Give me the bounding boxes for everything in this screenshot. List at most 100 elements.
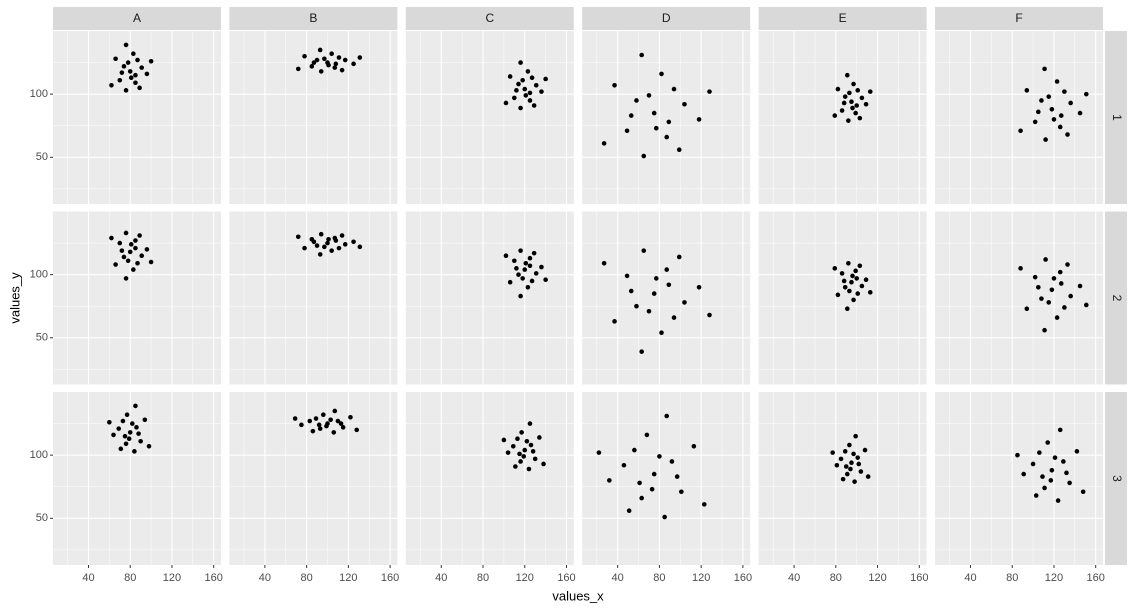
point (117, 77, 123, 83)
panel-background (405, 211, 574, 385)
point (674, 474, 680, 479)
point (842, 449, 848, 454)
point (118, 446, 124, 452)
point (326, 236, 331, 242)
point (832, 113, 838, 118)
point (128, 75, 134, 81)
point (135, 260, 140, 266)
point (612, 82, 617, 88)
point (123, 276, 129, 281)
point (503, 253, 509, 258)
point (844, 306, 850, 312)
point (855, 455, 861, 460)
point (835, 292, 841, 298)
point (531, 250, 537, 256)
point (669, 459, 675, 464)
panel-background (229, 211, 398, 385)
x-tick-label: 160 (1087, 572, 1105, 584)
point (1015, 452, 1020, 458)
x-tick-label: 120 (339, 572, 357, 584)
point (317, 426, 323, 431)
point (518, 60, 523, 65)
point (336, 245, 342, 251)
x-tick-label: 80 (1006, 572, 1018, 584)
point (318, 231, 324, 237)
point (126, 436, 132, 442)
point (302, 53, 307, 59)
point (646, 93, 652, 98)
point (850, 105, 855, 111)
point (309, 64, 315, 69)
point (119, 70, 125, 75)
point (530, 449, 536, 454)
point (840, 476, 846, 482)
point (1043, 257, 1048, 262)
point (516, 272, 521, 277)
x-tick-label: 120 (692, 572, 710, 584)
panel-background (758, 211, 927, 385)
point (329, 51, 334, 57)
point (1062, 89, 1067, 94)
x-tick-label: 80 (300, 572, 312, 584)
x-tick-label: 40 (612, 572, 624, 584)
point (501, 437, 507, 443)
point (671, 86, 677, 92)
y-tick-label: 100 (30, 449, 48, 461)
point (1084, 302, 1089, 308)
point (139, 65, 144, 70)
point (520, 77, 525, 83)
point (311, 60, 317, 65)
point (856, 461, 862, 467)
panel-background (935, 392, 1103, 565)
point (316, 422, 322, 428)
point (127, 430, 133, 435)
point (120, 418, 126, 424)
point (136, 431, 141, 436)
point (846, 118, 851, 123)
point (671, 315, 677, 320)
point (134, 425, 139, 430)
point (516, 81, 521, 87)
point (132, 449, 137, 454)
point (322, 244, 327, 250)
point (841, 278, 847, 284)
point (117, 240, 123, 246)
point (1033, 493, 1039, 498)
point (666, 282, 672, 288)
point (641, 153, 647, 159)
point (1032, 119, 1038, 125)
point (601, 260, 607, 266)
column-strip-label: C (485, 11, 494, 25)
point (314, 243, 320, 248)
panel-background (405, 31, 574, 204)
point (676, 147, 682, 153)
panel-background (53, 392, 221, 565)
strip (1105, 211, 1127, 385)
point (841, 100, 847, 106)
point (517, 451, 522, 457)
point (533, 271, 539, 276)
point (843, 464, 849, 469)
point (527, 263, 533, 269)
point (525, 284, 531, 290)
point (1057, 427, 1063, 433)
point (1024, 88, 1030, 93)
point (322, 56, 327, 62)
point (137, 85, 142, 91)
point (863, 101, 869, 107)
point (522, 86, 528, 92)
point (696, 117, 702, 122)
point (503, 100, 509, 106)
point (329, 248, 334, 253)
y-tick-label: 50 (36, 332, 48, 344)
point (867, 89, 873, 94)
point (539, 264, 544, 270)
point (113, 262, 118, 267)
point (839, 271, 845, 276)
point (1045, 440, 1050, 445)
panel-background (53, 31, 221, 204)
point (324, 423, 329, 429)
point (313, 416, 319, 421)
point (1024, 306, 1030, 312)
point (148, 259, 154, 265)
